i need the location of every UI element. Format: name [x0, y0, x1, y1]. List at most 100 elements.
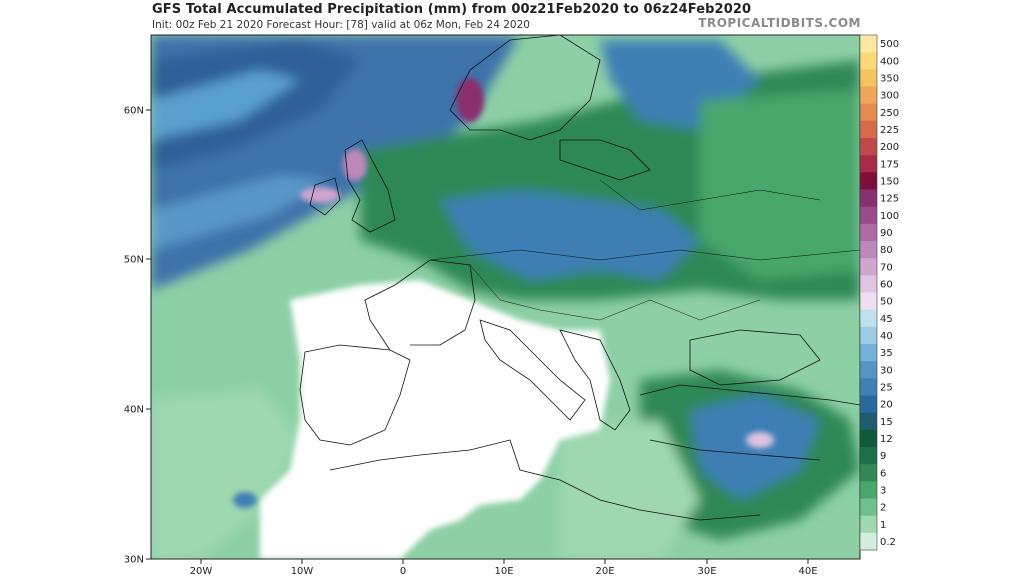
- colorbar-swatch: [860, 52, 877, 70]
- colorbar-label: 25: [880, 382, 893, 393]
- colorbar-swatch: [860, 86, 877, 105]
- coast-italy: [479, 319, 586, 421]
- colorbar-label: 40: [880, 331, 893, 342]
- map-title: GFS Total Accumulated Precipitation (mm)…: [152, 2, 752, 17]
- colorbar-swatch: [860, 361, 877, 379]
- colorbar-label: 3: [880, 485, 886, 496]
- precip-turkey-core: [690, 395, 820, 500]
- lon-label: 30E: [697, 566, 716, 576]
- map-subtitle: Init: 00z Feb 21 2020 Forecast Hour: [78…: [152, 19, 530, 31]
- colorbar-label: 250: [880, 108, 899, 119]
- precip-east-europe: [700, 90, 860, 280]
- dry-area: [260, 280, 610, 559]
- colorbar-label: 1: [880, 520, 886, 531]
- lon-label: 0: [400, 566, 406, 576]
- dry-region: [260, 280, 610, 559]
- colorbar-label: 0.2: [880, 537, 896, 548]
- colorbar-swatch: [860, 447, 877, 465]
- colorbar-label: 350: [880, 73, 899, 84]
- colorbar-swatch: [860, 395, 877, 414]
- colorbar-swatch: [860, 498, 877, 517]
- colorbar-label: 175: [880, 159, 899, 170]
- lat-label: 60N: [124, 106, 144, 117]
- precip-streak-1: [151, 70, 300, 140]
- lon-label: 10E: [494, 566, 513, 576]
- colorbar-label: 400: [880, 56, 899, 67]
- colorbar-label: 50: [880, 297, 893, 308]
- lat-label: 50N: [124, 255, 144, 266]
- colorbar-swatch: [860, 532, 877, 551]
- colorbar-swatch: [860, 120, 877, 139]
- colorbar-label: 150: [880, 176, 899, 187]
- colorbar-swatch: [860, 206, 877, 225]
- coast-north-africa: [329, 439, 761, 521]
- colorbar-swatch: [860, 378, 877, 396]
- borders-south: [469, 264, 761, 321]
- coastlines: [299, 35, 860, 521]
- colorbar-label: 20: [880, 400, 893, 411]
- coast-ireland: [309, 177, 341, 216]
- colorbar-swatch: [860, 138, 877, 156]
- map-field: [151, 35, 860, 559]
- colorbar-swatch: [860, 515, 877, 534]
- colorbar-swatch: [860, 275, 877, 293]
- colorbar-label: 45: [880, 314, 893, 325]
- colorbar-label: 12: [880, 434, 893, 445]
- colorbar-label: 80: [880, 245, 893, 256]
- colorbar-label: 15: [880, 417, 893, 428]
- lon-label: 40E: [798, 566, 817, 576]
- colorbar-label: 9: [880, 451, 886, 462]
- colorbar-label: 200: [880, 142, 899, 153]
- lat-label: 30N: [124, 555, 144, 566]
- colorbar-swatch: [860, 258, 877, 276]
- borders-north: [599, 179, 821, 211]
- precip-central-europe: [440, 190, 700, 280]
- brand-watermark: TROPICALTIDBITS.COM: [698, 16, 861, 30]
- coast-turkey: [639, 384, 860, 461]
- colorbar-swatch: [860, 326, 877, 345]
- coast-balkans: [559, 329, 631, 431]
- precip-max-turkey: [746, 432, 774, 448]
- lon-label: 10W: [291, 566, 314, 576]
- colorbar-swatch: [860, 429, 877, 448]
- precip-southwest: [151, 390, 300, 559]
- colorbar-label: 70: [880, 262, 893, 273]
- coast-great-britain: [344, 139, 396, 233]
- coast-baltic: [559, 139, 651, 181]
- longitude-axis: 20W 10W 0 10E 20E 30E 40E: [190, 559, 818, 576]
- precip-max-southwest: [233, 492, 257, 508]
- colorbar: 5004003503002502252001751501251009080706…: [859, 34, 899, 551]
- precip-max-atlantic: [300, 187, 340, 203]
- colorbar-swatch: [860, 155, 877, 173]
- lon-label: 20W: [190, 566, 213, 576]
- coast-scandinavia: [449, 35, 601, 141]
- colorbar-label: 60: [880, 279, 893, 290]
- coast-black-sea: [689, 329, 821, 386]
- colorbar-swatch: [860, 103, 877, 122]
- colorbar-label: 225: [880, 125, 899, 136]
- colorbar-swatch: [860, 481, 877, 499]
- colorbar-label: 35: [880, 348, 893, 359]
- precip-streak-2: [151, 175, 330, 250]
- colorbar-label: 125: [880, 194, 899, 205]
- colorbar-swatch: [860, 189, 877, 208]
- colorbar-swatch: [860, 344, 877, 362]
- colorbar-label: 2: [880, 503, 886, 514]
- colorbar-swatch: [860, 35, 877, 53]
- colorbar-swatch: [860, 309, 877, 328]
- precip-max-scotland: [343, 149, 367, 181]
- colorbar-label: 100: [880, 211, 899, 222]
- latitude-axis: 60N 50N 40N 30N: [124, 106, 151, 566]
- precip-maxima: [233, 78, 774, 508]
- precip-shading: [151, 35, 860, 559]
- colorbar-label: 90: [880, 228, 893, 239]
- colorbar-swatch: [860, 241, 877, 259]
- coast-iberia: [299, 344, 411, 446]
- coast-france: [364, 259, 476, 351]
- colorbar-swatch: [860, 412, 877, 431]
- colorbar-swatch: [860, 464, 877, 482]
- precip-max-norway: [456, 78, 484, 122]
- colorbar-swatch: [860, 223, 877, 242]
- colorbar-label: 30: [880, 365, 893, 376]
